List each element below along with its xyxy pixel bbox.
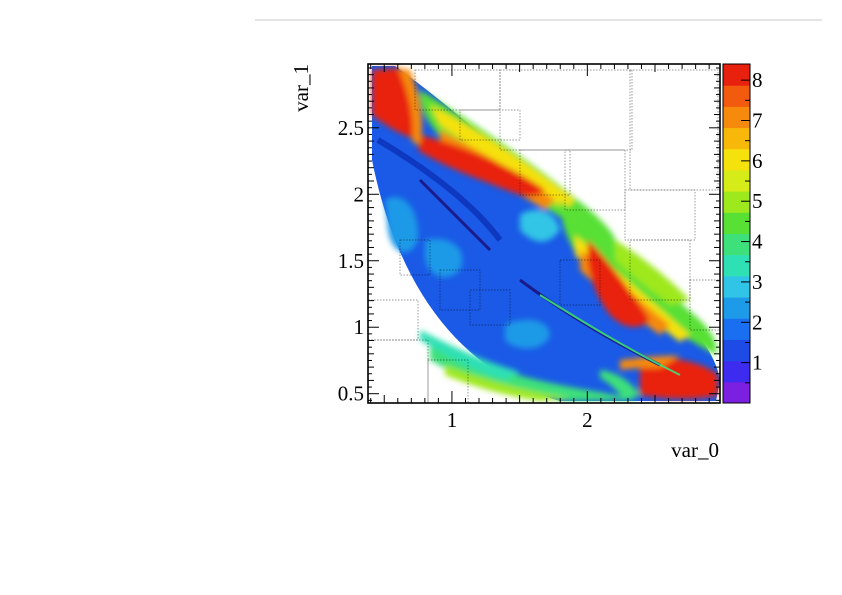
color-scale-swatch — [723, 127, 750, 150]
y-tick-label: 1.5 — [338, 249, 364, 273]
color-scale-swatch — [723, 381, 750, 404]
color-scale-ticks: 1 2 3 4 5 6 7 8 — [741, 68, 763, 384]
y-tick-label: 1 — [354, 315, 365, 339]
plot-frame — [367, 63, 721, 404]
plot-area — [368, 66, 720, 403]
band-right-lightgreen — [615, 240, 690, 305]
color-scale-swatch — [723, 233, 750, 256]
cell-outlines — [368, 69, 720, 403]
band-topleft-orange — [398, 68, 422, 145]
color-scale-swatch — [723, 169, 750, 192]
color-scale-tick-label: 6 — [752, 149, 763, 173]
color-scale-swatch — [723, 254, 750, 277]
band-upper-red — [418, 135, 545, 197]
band-cross-lightblue — [520, 210, 560, 242]
diagonal-streak-green — [539, 294, 681, 376]
band-mid-lightblue — [425, 238, 463, 278]
x-tick-label: 1 — [447, 408, 458, 432]
color-scale-swatch — [723, 318, 750, 340]
band-lower-green — [430, 345, 640, 401]
color-scale-swatch — [723, 85, 750, 107]
band-right-red — [587, 240, 650, 327]
color-scale-swatch — [723, 297, 750, 319]
color-scale-tick-label: 5 — [752, 189, 763, 213]
color-scale-swatch — [723, 191, 750, 213]
color-scale-tick-label: 1 — [752, 351, 763, 375]
color-scale-swatch — [723, 148, 750, 171]
band-lower-yellow — [445, 365, 570, 401]
band-upper-yellow — [430, 105, 575, 210]
diagonal-streak-upper — [376, 137, 503, 242]
y-axis-title: var_1 — [289, 64, 313, 112]
color-scale-swatch — [723, 64, 750, 86]
color-scale-swatch — [723, 212, 750, 234]
color-scale-swatch — [723, 360, 750, 383]
y-tick-label: 2 — [354, 182, 365, 206]
color-scale-tick-label: 7 — [752, 109, 763, 133]
color-scale — [723, 64, 750, 404]
y-axis: 0.5 1 1.5 2 2.5 — [338, 67, 720, 406]
diagonal-streak-mid — [418, 178, 492, 252]
color-scale-tick-label: 4 — [752, 230, 763, 254]
color-scale-frame — [722, 63, 751, 404]
color-scale-swatch — [723, 275, 750, 298]
band-bottomright-red — [640, 358, 718, 399]
color-scale-swatch — [723, 106, 750, 129]
y-tick-label: 2.5 — [338, 116, 364, 140]
band-bottomright-green — [600, 370, 640, 400]
x-tick-label: 2 — [582, 408, 593, 432]
band-lower-lightblue — [505, 319, 550, 349]
color-scale-tick-label: 2 — [752, 310, 763, 334]
band-bottomright-orange — [620, 355, 680, 370]
y-tick-label: 0.5 — [338, 382, 364, 406]
color-scale-tick-label: 3 — [752, 270, 763, 294]
band-left-lightblue — [385, 196, 419, 253]
x-axis-title: var_0 — [671, 438, 719, 462]
color-scale-swatch — [723, 339, 750, 362]
color-scale-tick-label: 8 — [752, 68, 763, 92]
band-lower-cyan — [420, 330, 520, 380]
